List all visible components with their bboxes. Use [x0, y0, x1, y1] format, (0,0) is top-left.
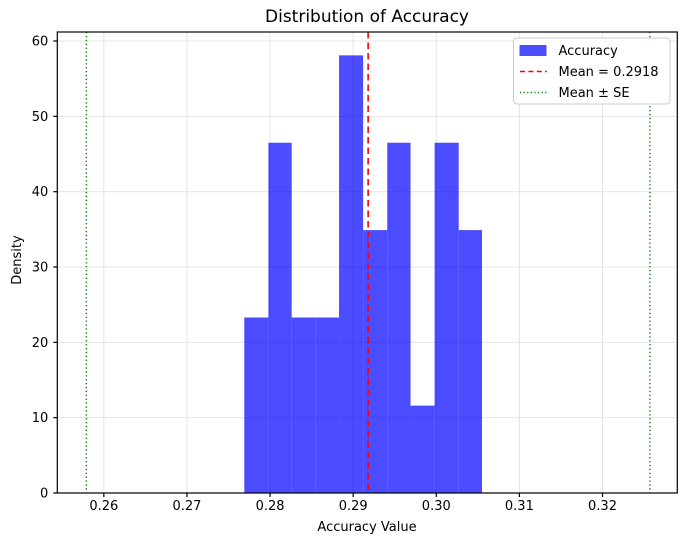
y-tick-label: 50	[32, 110, 49, 125]
y-tick-label: 0	[40, 487, 48, 502]
histogram-bars	[244, 55, 482, 493]
histogram-bar	[244, 317, 269, 493]
y-tick-label: 40	[32, 185, 49, 200]
histogram-bar	[363, 230, 388, 493]
histogram-bar	[268, 142, 292, 493]
histogram-bar	[458, 230, 482, 493]
histogram-bar	[410, 405, 435, 493]
legend: Accuracy Mean = 0.2918 Mean ± SE	[513, 37, 671, 105]
x-axis-label: Accuracy Value	[317, 520, 416, 535]
ticks-layer: 0.26 0.27 0.28 0.29 0.30 0.31 0.32 0 10 20 30 40 50 6…	[32, 35, 617, 514]
x-tick-label: 0.28	[256, 499, 285, 514]
x-tick-label: 0.30	[422, 499, 451, 514]
histogram-bar	[315, 317, 340, 493]
x-tick-label: 0.26	[89, 499, 118, 514]
y-tick-label: 10	[32, 411, 49, 426]
legend-se-label: Mean ± SE	[559, 86, 630, 101]
legend-accuracy-label: Accuracy	[559, 44, 619, 59]
x-tick-label: 0.31	[505, 499, 534, 514]
histogram-bar	[434, 142, 459, 493]
stat-lines-layer	[85, 32, 651, 493]
histogram-bar	[339, 55, 364, 493]
legend-box	[513, 37, 671, 105]
chart-title: Distribution of Accuracy	[265, 7, 469, 27]
x-tick-label: 0.27	[172, 499, 201, 514]
plot-border	[56, 31, 678, 494]
y-axis-label: Density	[10, 235, 25, 285]
histogram-bar	[291, 317, 316, 493]
x-tick-label: 0.29	[339, 499, 368, 514]
y-tick-label: 60	[32, 35, 49, 50]
y-tick-label: 20	[32, 336, 49, 351]
legend-accuracy-patch-icon	[519, 45, 547, 56]
legend-mean-label: Mean = 0.2918	[559, 65, 659, 80]
y-tick-label: 30	[32, 261, 49, 276]
histogram-bar	[387, 142, 411, 493]
x-tick-label: 0.32	[588, 499, 617, 514]
